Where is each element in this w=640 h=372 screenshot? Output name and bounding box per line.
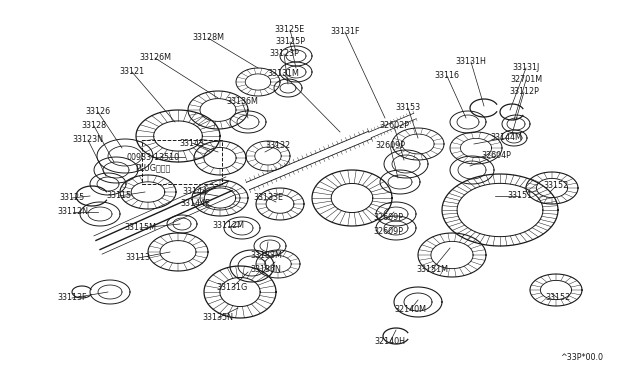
Text: 33131M: 33131M [267, 70, 299, 78]
Text: 00933-13510: 00933-13510 [127, 153, 180, 161]
Text: 33131H: 33131H [456, 58, 486, 67]
Text: 33144E: 33144E [180, 199, 210, 208]
Text: 33133M: 33133M [250, 250, 282, 260]
Text: 33112P: 33112P [509, 87, 539, 96]
Text: 33136M: 33136M [226, 97, 258, 106]
Text: ^33P*00.0: ^33P*00.0 [561, 353, 604, 362]
Text: 33121: 33121 [120, 67, 145, 77]
Text: 32140M: 32140M [394, 305, 426, 314]
Bar [142, 140, 222, 184]
Text: 33126: 33126 [85, 108, 111, 116]
Text: 33131F: 33131F [330, 28, 360, 36]
Text: 32604P: 32604P [481, 151, 511, 160]
Text: 32609P: 32609P [373, 214, 403, 222]
Text: 33115: 33115 [106, 192, 132, 201]
Text: 33123P: 33123P [269, 49, 299, 58]
Text: 33133E: 33133E [253, 193, 283, 202]
Text: 33151M: 33151M [416, 266, 448, 275]
Text: 33112M: 33112M [212, 221, 244, 231]
Text: 32609P: 32609P [373, 228, 403, 237]
Text: 33131G: 33131G [216, 283, 248, 292]
Text: 33131J: 33131J [513, 64, 540, 73]
Text: 33128M: 33128M [192, 33, 224, 42]
Text: 33128: 33128 [81, 122, 107, 131]
Text: 33152: 33152 [543, 182, 568, 190]
Text: 32609P: 32609P [375, 141, 405, 151]
Text: 33113F: 33113F [57, 294, 87, 302]
Text: 33125P: 33125P [275, 38, 305, 46]
Text: 33125E: 33125E [275, 26, 305, 35]
Text: 33136N: 33136N [251, 266, 282, 275]
Text: 33123N: 33123N [72, 135, 104, 144]
Text: 32602P: 32602P [379, 122, 409, 131]
Text: PLUGプラグ: PLUGプラグ [136, 164, 171, 173]
Text: 33132: 33132 [266, 141, 291, 150]
Text: 33126M: 33126M [139, 54, 171, 62]
Text: 32140H: 32140H [374, 337, 406, 346]
Text: 33115M: 33115M [124, 224, 156, 232]
Text: 33153: 33153 [396, 103, 420, 112]
Text: 33144M: 33144M [490, 134, 522, 142]
Text: 33135N: 33135N [202, 314, 234, 323]
Text: 33144: 33144 [182, 187, 207, 196]
Text: 33143: 33143 [179, 138, 205, 148]
Text: 33151: 33151 [508, 192, 532, 201]
Text: 33125: 33125 [60, 193, 84, 202]
Text: 33152: 33152 [545, 294, 571, 302]
Text: 33116: 33116 [435, 71, 460, 80]
Text: 33112N: 33112N [58, 208, 88, 217]
Text: 32701M: 32701M [510, 76, 542, 84]
Text: 33113: 33113 [125, 253, 150, 263]
